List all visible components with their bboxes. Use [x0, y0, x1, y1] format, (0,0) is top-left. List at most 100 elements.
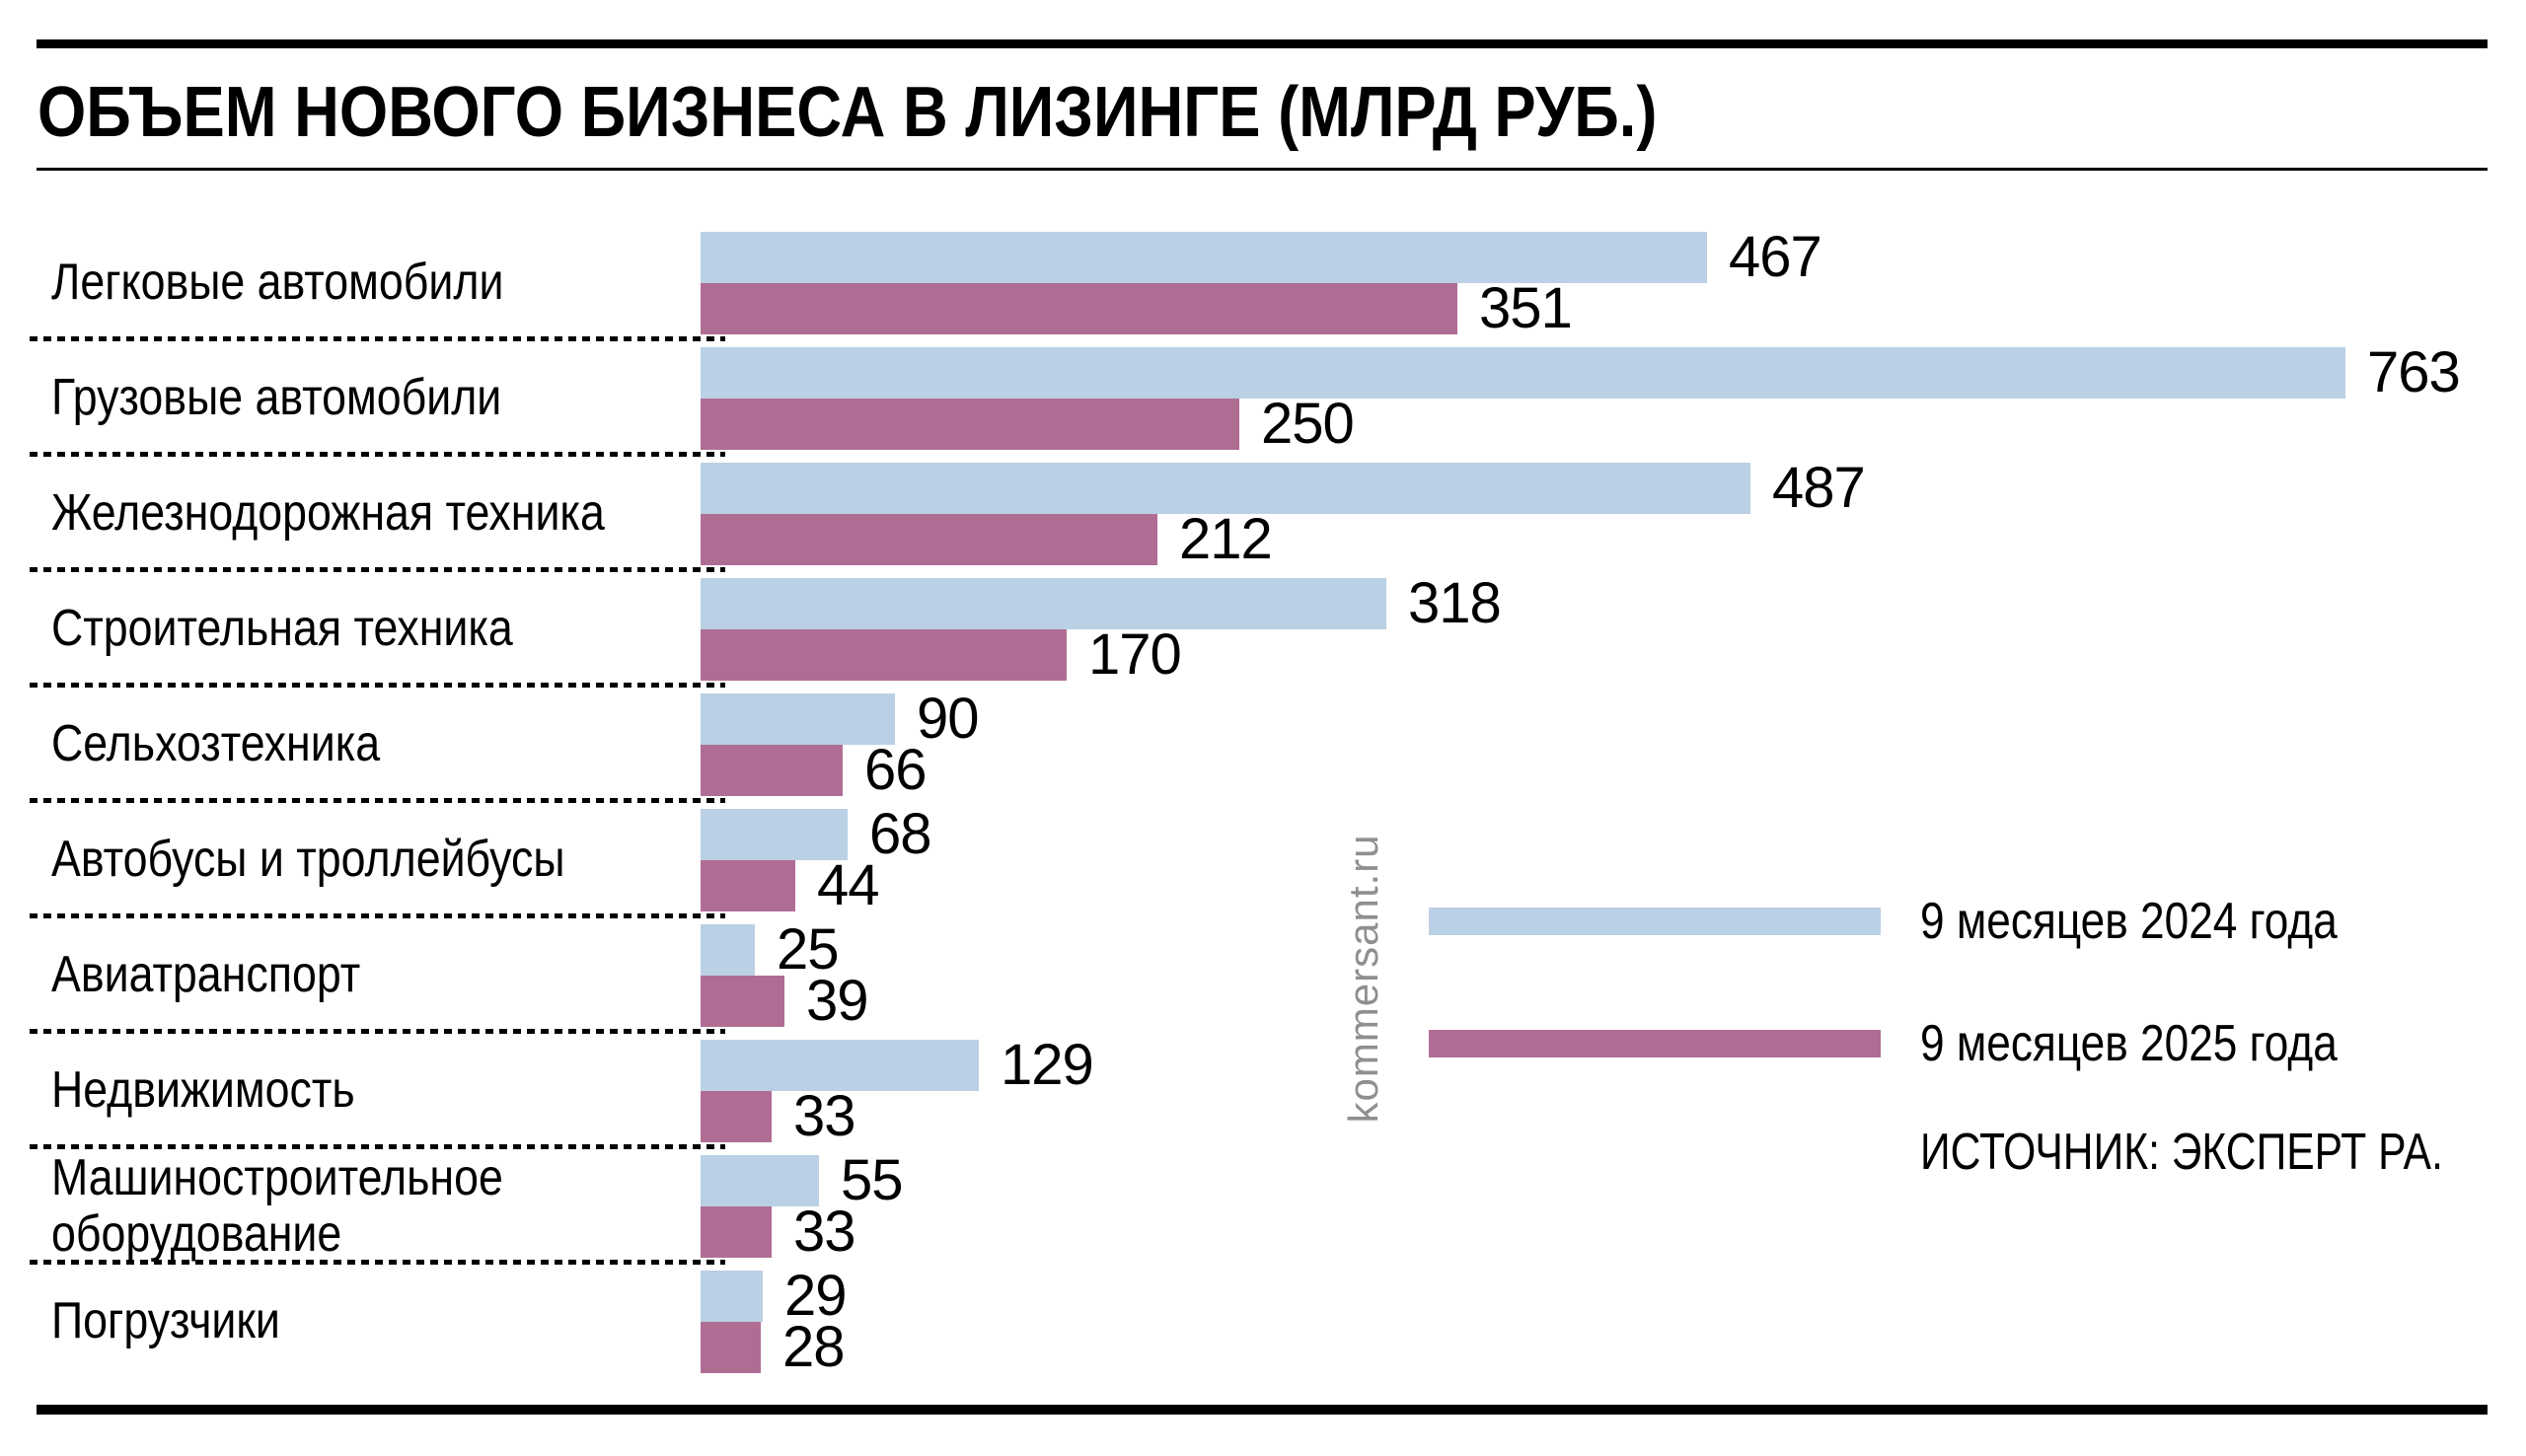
- value-label-2025: 33: [793, 1084, 856, 1148]
- bar-2024: [701, 463, 1750, 514]
- category-row: Железнодорожная техника 487 212: [30, 454, 2487, 572]
- source-note: ИСТОЧНИК: ЭКСПЕРТ РА.: [1920, 1124, 2443, 1181]
- value-label-2024: 68: [869, 802, 932, 866]
- bar-line-2025: 33: [701, 1203, 2487, 1261]
- bar-2024: [701, 809, 848, 860]
- category-label: Строительная техника: [51, 600, 513, 658]
- bar-2025: [701, 1091, 772, 1142]
- bar-2025: [701, 976, 784, 1027]
- bar-2025: [701, 1206, 772, 1258]
- category-row: Грузовые автомобили 763 250: [30, 338, 2487, 457]
- category-bars: 55 33: [701, 1148, 2487, 1261]
- category-row: Погрузчики 29 28: [39, 1262, 2487, 1377]
- bar-line-2025: 28: [701, 1319, 2487, 1376]
- value-label-2024: 25: [777, 917, 840, 982]
- legend-swatch-2024: [1429, 908, 1881, 935]
- category-label: Легковые автомобили: [51, 254, 504, 312]
- category-bars: 29 28: [701, 1264, 2487, 1376]
- category-bars: 129 33: [701, 1033, 2487, 1148]
- bar-line-2024: 763: [701, 340, 2487, 404]
- top-rule: [37, 39, 2488, 48]
- value-label-2024: 318: [1408, 571, 1502, 635]
- category-row: Сельхозтехника 90 66: [30, 685, 2487, 803]
- bar-line-2025: 351: [701, 276, 2487, 340]
- category-row: Автобусы и троллейбусы 68 44: [30, 800, 2487, 918]
- category-label: Железнодорожная техника: [51, 484, 605, 543]
- category-bars: 68 44: [701, 802, 2487, 914]
- value-label-2025: 170: [1088, 622, 1182, 687]
- legend-swatch-2025: [1429, 1030, 1881, 1057]
- legend-label-2024: 9 месяцев 2024 года: [1920, 893, 2338, 950]
- bar-2025: [701, 629, 1067, 681]
- watermark: kommersant.ru: [1340, 834, 1386, 1124]
- category-row: Строительная техника 318 170: [30, 569, 2487, 688]
- title-underline: [37, 168, 2488, 171]
- row-separator: [30, 913, 725, 918]
- bar-line-2025: 212: [701, 507, 2487, 571]
- bar-2025: [701, 860, 795, 911]
- bar-2024: [701, 1040, 979, 1091]
- category-row: Недвижимость 129 33: [30, 1031, 2487, 1149]
- chart-title: ОБЪЕМ НОВОГО БИЗНЕСА В ЛИЗИНГЕ (МЛРД РУБ…: [37, 73, 1658, 152]
- value-label-2024: 90: [917, 687, 980, 751]
- bar-2024: [701, 1155, 819, 1206]
- value-label-2024: 55: [841, 1148, 904, 1212]
- category-label: Недвижимость: [51, 1061, 355, 1120]
- category-label: Авиатранспорт: [51, 946, 361, 1004]
- row-separator: [30, 1029, 725, 1034]
- bar-line-2024: 25: [701, 917, 2487, 982]
- legend-label-2025: 9 месяцев 2025 года: [1920, 1015, 2338, 1072]
- category-label: Машиностроительное оборудование: [51, 1148, 503, 1263]
- row-separator: [30, 452, 725, 457]
- bar-line-2024: 90: [701, 687, 2487, 751]
- legend-item-2025: 9 месяцев 2025 года: [1429, 1018, 2411, 1069]
- row-separator: [30, 1144, 725, 1149]
- bottom-rule: [37, 1405, 2488, 1415]
- bar-2024: [701, 232, 1707, 283]
- row-separator: [30, 567, 725, 572]
- value-label-2025: 39: [806, 969, 869, 1033]
- bar-line-2024: 29: [701, 1264, 2487, 1328]
- category-bars: 487 212: [701, 456, 2487, 571]
- bar-line-2025: 44: [701, 857, 2487, 914]
- category-bars: 763 250: [701, 340, 2487, 456]
- bar-line-2025: 250: [701, 392, 2487, 456]
- bar-line-2024: 129: [701, 1033, 2487, 1097]
- category-row: Легковые автомобили 467 351: [30, 223, 2487, 341]
- value-label-2025: 212: [1179, 507, 1273, 571]
- value-label-2024: 763: [2367, 340, 2461, 404]
- bar-2025: [701, 1322, 761, 1373]
- category-label: Сельхозтехника: [51, 715, 381, 773]
- bar-line-2025: 66: [701, 742, 2487, 799]
- bar-2024: [701, 693, 895, 745]
- value-label-2025: 351: [1479, 276, 1573, 340]
- bar-line-2024: 55: [701, 1148, 2487, 1212]
- category-row: Авиатранспорт 25 39: [30, 915, 2487, 1034]
- bar-2024: [701, 924, 755, 976]
- bar-2025: [701, 514, 1157, 565]
- bar-chart-area: Легковые автомобили 467 351 Грузовые авт…: [30, 223, 2487, 1377]
- category-bars: 318 170: [701, 571, 2487, 687]
- bar-2025: [701, 399, 1239, 450]
- value-label-2024: 29: [784, 1264, 848, 1328]
- bar-line-2024: 467: [701, 229, 2487, 286]
- legend-item-2024: 9 месяцев 2024 года: [1429, 896, 2411, 947]
- bar-2024: [701, 1271, 763, 1322]
- bar-line-2025: 170: [701, 622, 2487, 687]
- category-bars: 90 66: [701, 687, 2487, 799]
- category-bars: 25 39: [701, 917, 2487, 1033]
- value-label-2025: 250: [1261, 392, 1355, 456]
- category-label: Погрузчики: [51, 1292, 280, 1350]
- value-label-2024: 487: [1772, 456, 1866, 520]
- bar-line-2025: 33: [701, 1084, 2487, 1148]
- category-label: Автобусы и троллейбусы: [51, 831, 565, 889]
- row-separator: [30, 798, 725, 803]
- row-separator: [30, 683, 725, 688]
- value-label-2024: 129: [1001, 1033, 1094, 1097]
- bar-line-2024: 68: [701, 802, 2487, 866]
- bar-2025: [701, 283, 1457, 334]
- bar-line-2025: 39: [701, 969, 2487, 1033]
- bar-2024: [701, 578, 1386, 629]
- category-label: Грузовые автомобили: [51, 369, 502, 427]
